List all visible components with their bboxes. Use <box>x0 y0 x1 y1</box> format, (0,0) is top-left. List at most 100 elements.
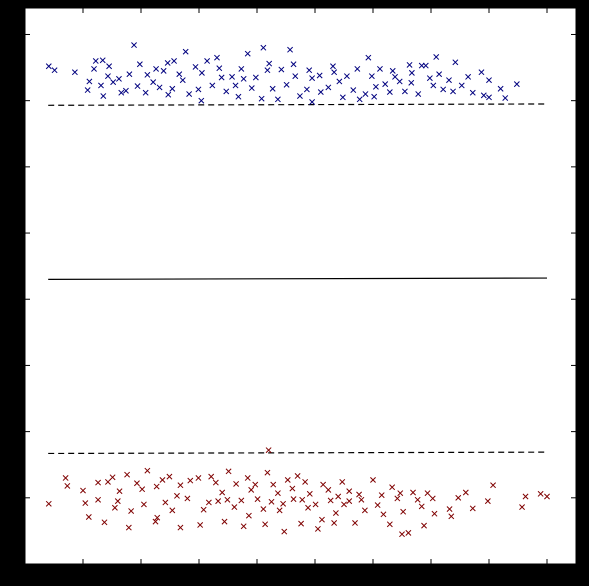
point-series-0-56 <box>209 82 216 89</box>
point-series-0-60 <box>258 95 265 102</box>
point-series-0-7 <box>99 57 106 64</box>
point-series-1-39 <box>276 507 283 514</box>
point-series-0-12 <box>287 46 294 53</box>
point-series-0-102 <box>465 73 472 80</box>
margin-upper-line <box>48 103 548 106</box>
point-series-1-68 <box>339 478 346 485</box>
point-series-0-46 <box>84 87 91 94</box>
point-series-1-109 <box>219 489 226 496</box>
point-series-1-26 <box>484 498 491 505</box>
point-series-0-111 <box>339 94 346 101</box>
point-series-1-116 <box>462 489 469 496</box>
point-series-0-34 <box>309 75 316 82</box>
point-series-1-93 <box>162 499 169 506</box>
point-series-0-76 <box>91 65 97 72</box>
point-series-1-91 <box>85 514 92 520</box>
point-series-1-52 <box>82 500 89 507</box>
point-series-1-60 <box>195 474 202 481</box>
point-series-1-16 <box>370 476 376 483</box>
point-series-0-47 <box>71 69 78 76</box>
point-series-1-105 <box>374 502 381 509</box>
point-series-1-102 <box>327 497 334 504</box>
point-series-1-115 <box>62 474 69 481</box>
point-series-1-33 <box>361 507 368 514</box>
point-series-1-87 <box>386 521 393 528</box>
point-series-0-37 <box>238 65 245 72</box>
margin-lower-line <box>48 451 548 455</box>
point-series-1-46 <box>169 507 176 514</box>
point-series-1-5 <box>153 483 160 490</box>
point-series-1-67 <box>325 486 332 493</box>
point-series-0-1 <box>45 63 52 70</box>
point-series-1-103 <box>341 501 347 508</box>
point-series-1-78 <box>197 521 204 528</box>
point-series-1-23 <box>544 493 550 500</box>
point-series-0-2 <box>51 67 58 74</box>
point-series-1-12 <box>284 476 291 483</box>
point-series-0-22 <box>497 85 504 92</box>
point-series-1-82 <box>281 528 288 535</box>
point-series-1-83 <box>298 520 305 527</box>
point-series-0-109 <box>274 96 281 103</box>
point-series-1-30 <box>418 503 425 510</box>
point-series-1-75 <box>125 524 132 531</box>
point-series-1-79 <box>221 518 228 525</box>
point-series-0-42 <box>144 71 151 78</box>
point-series-0-53 <box>169 85 176 92</box>
point-series-0-28 <box>426 75 433 82</box>
point-series-0-36 <box>264 67 271 74</box>
point-series-0-21 <box>486 77 492 84</box>
point-series-0-99 <box>418 62 425 69</box>
point-series-1-70 <box>378 492 385 499</box>
point-series-1-9 <box>225 468 232 475</box>
point-series-1-62 <box>233 480 240 487</box>
point-series-0-66 <box>336 78 343 85</box>
point-series-1-25 <box>519 504 526 511</box>
point-series-1-21 <box>490 482 497 489</box>
point-series-0-68 <box>362 91 369 98</box>
point-series-0-48 <box>92 57 99 64</box>
point-series-0-80 <box>164 59 171 66</box>
point-series-0-62 <box>283 81 290 88</box>
point-series-0-67 <box>350 87 357 94</box>
point-series-1-22 <box>522 493 529 500</box>
point-series-0-29 <box>396 78 403 85</box>
point-series-1-8 <box>208 473 215 480</box>
point-series-1-7 <box>187 477 194 484</box>
point-series-0-83 <box>204 57 211 64</box>
point-series-1-101 <box>312 501 319 508</box>
point-series-0-31 <box>368 73 375 80</box>
point-series-1-44 <box>200 506 207 513</box>
point-series-0-104 <box>122 87 129 94</box>
point-series-0-52 <box>156 84 163 91</box>
point-series-1-111 <box>274 490 281 497</box>
point-series-1-49 <box>128 508 135 515</box>
point-series-1-6 <box>166 473 173 480</box>
point-series-1-74 <box>101 519 108 526</box>
point-series-0-78 <box>136 61 143 68</box>
point-series-0-8 <box>182 48 189 55</box>
point-series-0-114 <box>436 71 443 78</box>
point-series-1-108 <box>174 492 180 499</box>
point-series-0-103 <box>98 82 104 89</box>
point-series-1-114 <box>265 447 272 454</box>
point-series-0-74 <box>458 82 465 89</box>
point-series-0-0 <box>131 42 137 49</box>
point-series-1-35 <box>332 510 339 516</box>
point-series-0-16 <box>408 69 415 76</box>
point-series-0-77 <box>110 79 117 86</box>
point-series-1-85 <box>331 520 338 526</box>
point-series-0-101 <box>446 77 452 84</box>
point-series-1-4 <box>133 480 140 487</box>
point-series-0-35 <box>290 61 297 68</box>
point-series-1-17 <box>389 484 396 491</box>
point-series-0-33 <box>325 84 332 91</box>
point-series-1-11 <box>264 469 271 476</box>
point-series-1-76 <box>152 518 159 525</box>
point-series-0-49 <box>106 63 113 70</box>
point-series-0-92 <box>316 72 323 79</box>
point-series-1-112 <box>294 473 301 479</box>
point-series-0-75 <box>480 92 487 99</box>
point-series-1-66 <box>306 490 313 497</box>
